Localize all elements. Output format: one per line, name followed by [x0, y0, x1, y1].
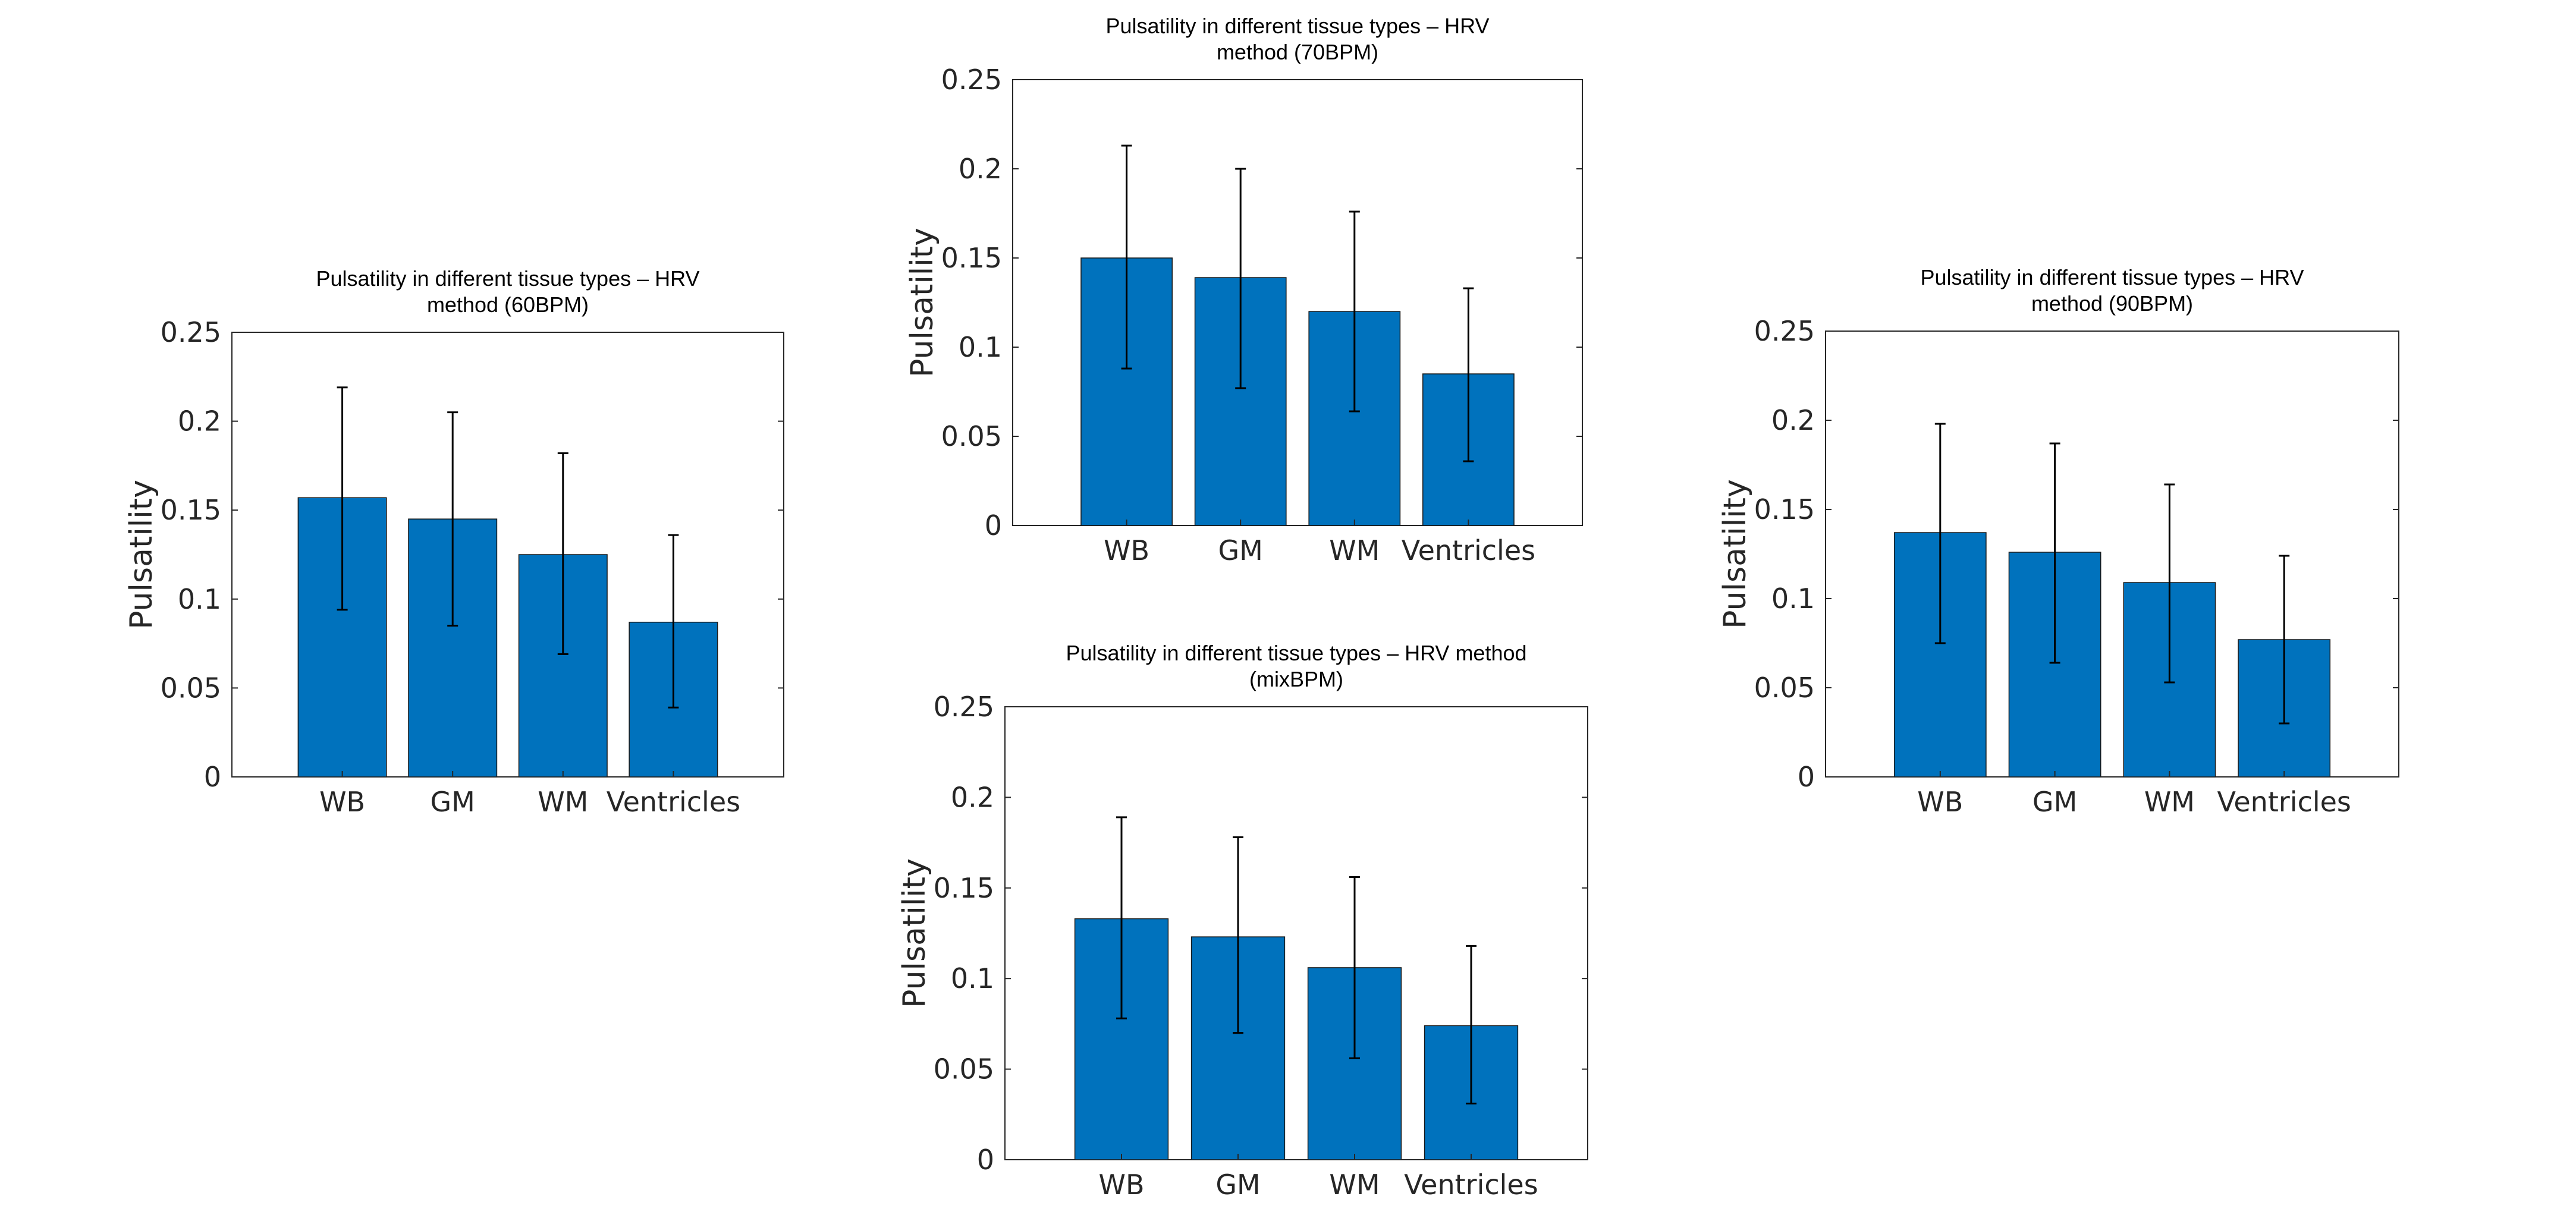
chart-title-line: method (90BPM)	[2031, 291, 2193, 316]
x-tick-label-wb: WB	[1104, 534, 1149, 566]
y-tick-label: 0.1	[178, 583, 221, 615]
x-tick-label-wb: WB	[1098, 1169, 1144, 1201]
x-tick-label-ventricles: Ventricles	[1404, 1169, 1538, 1201]
y-tick-label: 0	[977, 1144, 994, 1176]
chart-title-line: method (70BPM)	[1217, 40, 1378, 64]
x-tick-label-wb: WB	[319, 786, 365, 818]
y-tick-label: 0.1	[959, 331, 1002, 363]
x-tick-label-ventricles: Ventricles	[2217, 786, 2351, 818]
y-tick-label: 0.05	[161, 672, 221, 704]
y-axis-label: Pulsatility	[897, 858, 932, 1008]
y-tick-label: 0	[204, 761, 221, 793]
x-tick-label-ventricles: Ventricles	[1402, 534, 1535, 566]
x-tick-label-ventricles: Ventricles	[607, 786, 740, 818]
x-tick-label-wb: WB	[1917, 786, 1963, 818]
y-tick-label: 0.05	[1754, 672, 1815, 704]
y-tick-label: 0.2	[959, 153, 1002, 185]
y-tick-label: 0.2	[951, 781, 994, 813]
y-axis-label: Pulsatility	[1717, 479, 1753, 629]
y-tick-label: 0.15	[161, 494, 221, 526]
y-tick-label: 0.25	[161, 316, 221, 348]
chart-title-line: Pulsatility in different tissue types – …	[1921, 265, 2304, 289]
y-tick-label: 0	[1798, 761, 1815, 793]
y-tick-label: 0.05	[941, 420, 1002, 452]
y-tick-label: 0.25	[1754, 315, 1815, 347]
x-tick-label-gm: GM	[2032, 786, 2077, 818]
x-tick-label-wm: WM	[538, 786, 588, 818]
y-tick-label: 0.15	[1754, 493, 1815, 525]
x-tick-label-wm: WM	[2144, 786, 2195, 818]
y-tick-label: 0.1	[1771, 583, 1815, 615]
x-tick-label-wm: WM	[1329, 534, 1380, 566]
chart-title-line: Pulsatility in different tissue types – …	[1106, 14, 1490, 38]
chart-title-line: (mixBPM)	[1249, 667, 1343, 691]
chart-title-line: method (60BPM)	[427, 292, 589, 317]
y-tick-label: 0.15	[934, 872, 994, 904]
y-tick-label: 0.2	[178, 405, 221, 437]
y-tick-label: 0.25	[941, 64, 1002, 96]
y-axis-label: Pulsatility	[904, 228, 940, 377]
y-tick-label: 0.25	[934, 691, 994, 723]
y-tick-label: 0	[985, 509, 1002, 542]
x-tick-label-gm: GM	[1218, 534, 1263, 566]
y-tick-label: 0.1	[951, 962, 994, 994]
y-tick-label: 0.2	[1771, 404, 1815, 436]
y-tick-label: 0.05	[934, 1053, 994, 1085]
chart-title-line: Pulsatility in different tissue types – …	[1066, 641, 1526, 665]
chart-title-line: Pulsatility in different tissue types – …	[316, 266, 700, 291]
y-tick-label: 0.15	[941, 242, 1002, 274]
x-tick-label-gm: GM	[431, 786, 475, 818]
x-tick-label-gm: GM	[1215, 1169, 1260, 1201]
x-tick-label-wm: WM	[1329, 1169, 1380, 1201]
y-axis-label: Pulsatility	[124, 480, 159, 629]
